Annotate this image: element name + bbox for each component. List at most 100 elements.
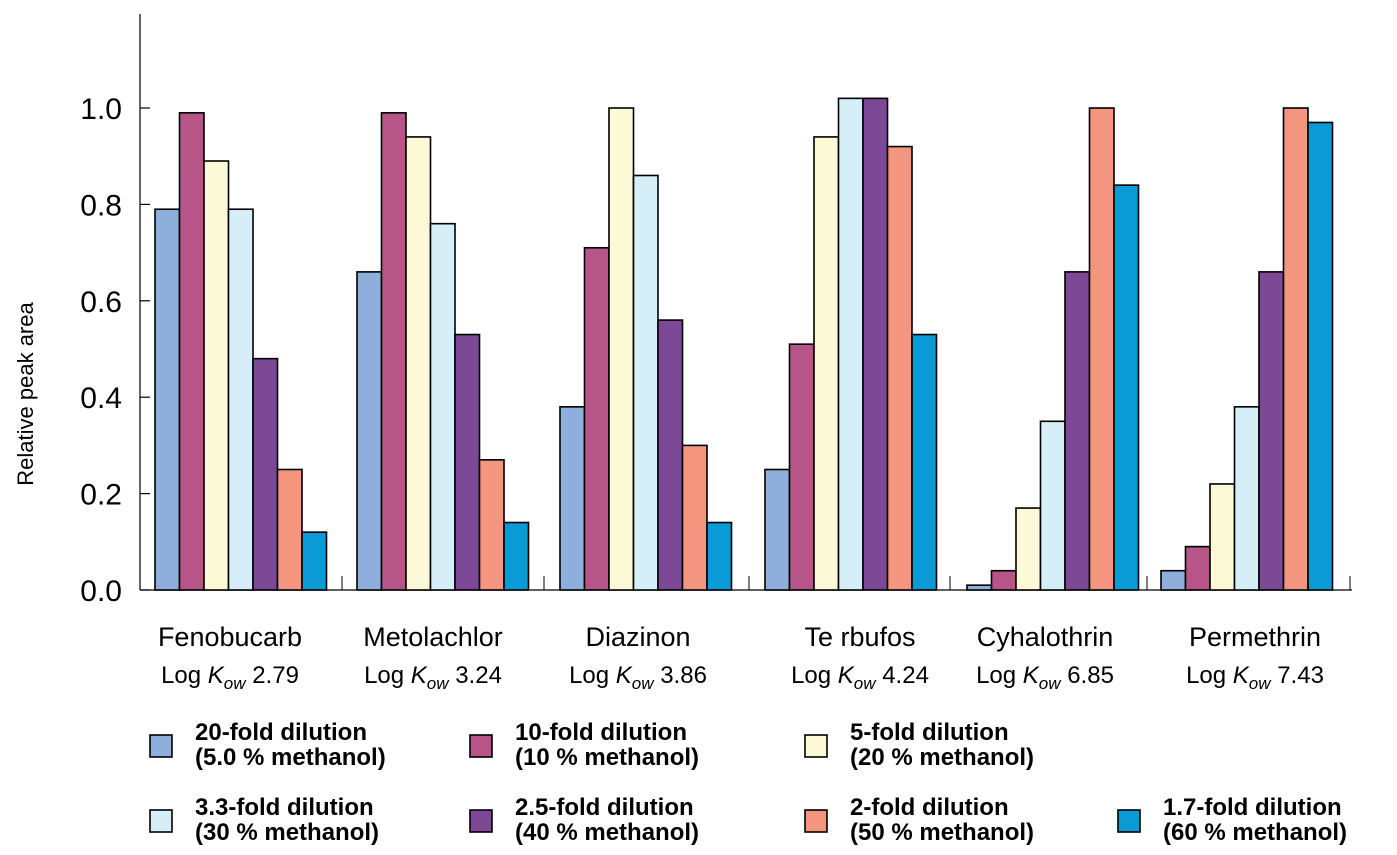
bar xyxy=(154,208,181,591)
bar xyxy=(813,136,840,591)
category-name: Permethrin xyxy=(1189,622,1321,652)
legend-item: 20-fold dilution(5.0 % methanol) xyxy=(149,719,386,771)
category-log-kow: Log Kow 4.24 xyxy=(791,662,929,693)
bar-group xyxy=(356,112,530,591)
category-log-kow: Log Kow 2.79 xyxy=(161,662,299,693)
bar-group xyxy=(559,107,733,591)
category-log-kow: Log Kow 3.24 xyxy=(364,662,502,693)
bar xyxy=(583,246,610,591)
bar xyxy=(356,271,383,591)
legend-swatch xyxy=(469,734,493,758)
bar xyxy=(1307,121,1334,591)
bar xyxy=(1039,420,1066,591)
bar-group xyxy=(764,97,938,591)
bar xyxy=(911,333,938,591)
legend-swatch xyxy=(149,734,173,758)
category-log-kow: Log Kow 3.86 xyxy=(569,662,707,693)
bar xyxy=(429,222,456,591)
bar xyxy=(681,444,708,591)
bar xyxy=(1160,569,1187,591)
legend-label: 2-fold dilution xyxy=(850,794,1009,821)
legend-label: 1.7-fold dilution xyxy=(1163,794,1342,821)
y-tick-label: 0.0 xyxy=(80,575,122,608)
category-log-kow: Log Kow 7.43 xyxy=(1186,662,1324,693)
category-name: Diazinon xyxy=(585,622,690,652)
y-tick-label: 1.0 xyxy=(80,93,122,126)
bar xyxy=(478,459,505,591)
legend-swatch xyxy=(469,809,493,833)
bar xyxy=(990,569,1017,591)
bar xyxy=(706,521,733,591)
category-name: Fenobucarb xyxy=(158,622,302,652)
bar xyxy=(1184,545,1211,591)
bar xyxy=(203,160,230,591)
legend-swatch xyxy=(804,809,828,833)
bar xyxy=(966,584,993,591)
legend-item: 2.5-fold dilution(40 % methanol) xyxy=(469,794,699,846)
y-ticks: 0.0 0.2 0.4 0.6 0.8 1.0 xyxy=(80,93,150,608)
bar xyxy=(227,208,254,591)
legend-label-sub: (20 % methanol) xyxy=(850,744,1034,771)
bar xyxy=(657,319,684,591)
bar xyxy=(1113,184,1140,591)
bar xyxy=(503,521,530,591)
legend-label-sub: (60 % methanol) xyxy=(1163,819,1347,846)
bar xyxy=(252,357,279,591)
bar xyxy=(886,145,913,591)
legend-label-sub: (30 % methanol) xyxy=(195,819,379,846)
legend-item: 2-fold dilution(50 % methanol) xyxy=(804,794,1034,846)
bar xyxy=(1088,107,1115,591)
bar xyxy=(559,406,586,591)
legend-label-sub: (5.0 % methanol) xyxy=(195,744,386,771)
bar xyxy=(276,468,303,591)
category-labels: Fenobucarb Log Kow 2.79 Metolachlor Log Kow… xyxy=(158,622,1324,693)
bar xyxy=(1064,271,1091,591)
axes xyxy=(139,14,1352,591)
legend-item: 10-fold dilution(10 % methanol) xyxy=(469,719,699,771)
bar xyxy=(380,112,407,591)
bar xyxy=(1015,507,1042,591)
bar xyxy=(632,174,659,591)
legend-label: 20-fold dilution xyxy=(195,719,367,746)
bar xyxy=(1282,107,1309,591)
legend-item: 3.3-fold dilution(30 % methanol) xyxy=(149,794,379,846)
legend-label-sub: (50 % methanol) xyxy=(850,819,1034,846)
bar xyxy=(862,97,889,591)
y-tick-label: 0.8 xyxy=(80,189,122,222)
legend-label: 2.5-fold dilution xyxy=(515,794,694,821)
y-tick-label: 0.4 xyxy=(80,382,122,415)
bar xyxy=(608,107,635,591)
legend: 20-fold dilution(5.0 % methanol) 10-fold … xyxy=(149,719,1347,846)
y-tick-label: 0.2 xyxy=(80,479,122,512)
bar xyxy=(837,97,864,591)
category-name: Cyhalothrin xyxy=(977,622,1114,652)
legend-label-sub: (10 % methanol) xyxy=(515,744,699,771)
legend-item: 1.7-fold dilution(60 % methanol) xyxy=(1117,794,1347,846)
bar xyxy=(764,468,791,591)
bars xyxy=(154,97,1334,591)
legend-swatch xyxy=(149,809,173,833)
category-log-kow: Log Kow 6.85 xyxy=(976,662,1114,693)
legend-swatch xyxy=(1117,809,1141,833)
y-tick-label: 0.6 xyxy=(80,286,122,319)
legend-label-sub: (40 % methanol) xyxy=(515,819,699,846)
legend-item: 5-fold dilution(20 % methanol) xyxy=(804,719,1034,771)
legend-label: 3.3-fold dilution xyxy=(195,794,374,821)
category-name: Te rbufos xyxy=(804,622,915,652)
bar xyxy=(1258,271,1285,591)
category-name: Metolachlor xyxy=(363,622,503,652)
bar xyxy=(788,343,815,591)
y-axis-label: Relative peak area xyxy=(13,302,38,486)
legend-label: 10-fold dilution xyxy=(515,719,687,746)
bar xyxy=(301,531,328,591)
bar xyxy=(405,136,432,591)
legend-swatch xyxy=(804,734,828,758)
bar-group xyxy=(966,107,1140,591)
bar xyxy=(1233,406,1260,591)
bar-group xyxy=(1160,107,1334,591)
bar-group xyxy=(154,112,328,591)
legend-label: 5-fold dilution xyxy=(850,719,1009,746)
bar xyxy=(454,333,481,591)
bar xyxy=(178,112,205,591)
